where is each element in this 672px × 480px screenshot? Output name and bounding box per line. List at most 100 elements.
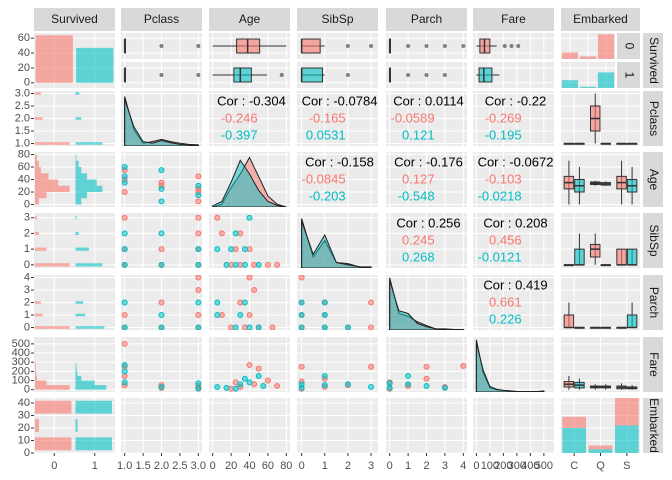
- x-tick-label: 300: [508, 460, 526, 472]
- outlier: [424, 73, 429, 77]
- y-tick-label: 80: [18, 148, 30, 160]
- group-correlation: 0.121: [402, 127, 435, 142]
- outlier: [345, 73, 350, 77]
- point: [214, 246, 221, 253]
- point: [195, 312, 202, 318]
- histogram-bar: [75, 179, 97, 186]
- y-tick-label: 40: [18, 173, 30, 185]
- histogram-bar: [75, 92, 80, 95]
- y-tick-label: 30: [18, 409, 30, 421]
- point: [121, 368, 128, 375]
- histogram-bar: [75, 247, 89, 251]
- column-strip: [561, 8, 640, 31]
- point: [158, 246, 165, 253]
- histogram-bar: [35, 142, 70, 145]
- correlation: Cor : -0.0672: [478, 154, 554, 169]
- point: [195, 287, 202, 293]
- panel: Cor : 0.208 0.456 -0.0121: [478, 215, 548, 264]
- point: [255, 261, 262, 268]
- y-tick-label: 0: [24, 447, 30, 459]
- facet-strip: [617, 33, 640, 59]
- panel-background: [473, 398, 554, 453]
- stacked-bar: [614, 398, 639, 426]
- outlier: [196, 73, 201, 77]
- point: [121, 299, 128, 306]
- stacked-bar: [562, 416, 587, 428]
- point: [246, 214, 253, 221]
- histogram-bar: [35, 375, 37, 381]
- point: [158, 324, 165, 330]
- point: [255, 324, 262, 330]
- row-strip: [643, 91, 663, 146]
- point: [195, 275, 202, 281]
- bar: [76, 47, 114, 83]
- x-tick-label: 0: [210, 460, 216, 472]
- y-tick-label: 20: [18, 62, 30, 74]
- row-header: Survived: [647, 37, 661, 84]
- outlier: [406, 44, 411, 48]
- correlation: Cor : 0.419: [483, 277, 547, 292]
- x-tick-label: 3: [442, 460, 448, 472]
- stacked-bar: [588, 449, 613, 453]
- group-correlation: -0.269: [485, 110, 522, 125]
- point: [237, 312, 244, 318]
- histogram-bar: [35, 160, 39, 167]
- histogram-bar: [35, 263, 70, 267]
- histogram-bar: [75, 366, 77, 372]
- point: [298, 381, 305, 388]
- panel-grid: [386, 398, 467, 453]
- x-tick-label: 0: [51, 460, 57, 472]
- panel-grid: [561, 275, 640, 330]
- x-tick-label: 500: [535, 460, 553, 472]
- outlier: [406, 73, 411, 77]
- panel-background: [297, 337, 378, 392]
- point: [255, 365, 262, 372]
- panel-grid: [386, 91, 467, 146]
- panel-grid: [386, 152, 467, 207]
- panel-grid: [473, 275, 554, 330]
- panel: Cor : -0.0784 -0.165 0.0531: [302, 93, 378, 142]
- facet-gap: [209, 59, 290, 62]
- panel: [561, 34, 615, 88]
- column-header: Parch: [411, 12, 442, 26]
- histogram-bar: [35, 231, 39, 235]
- x-tick-label: 20: [225, 460, 237, 472]
- panel-grid: [121, 152, 202, 207]
- point: [423, 363, 430, 370]
- point: [232, 261, 239, 268]
- panel: [388, 38, 466, 83]
- histogram-bar: [75, 371, 78, 376]
- panel: Cor : -0.176 0.127 -0.548: [394, 154, 463, 203]
- box: [563, 314, 575, 328]
- panel: [212, 38, 287, 83]
- bar: [75, 437, 112, 451]
- histogram-bar: [35, 117, 43, 120]
- point: [251, 287, 258, 293]
- point: [232, 324, 239, 330]
- panel: Cor : -0.0672 -0.103 -0.0218: [478, 154, 554, 203]
- panel: [476, 38, 521, 83]
- outlier: [442, 73, 447, 77]
- point: [241, 299, 248, 306]
- histogram-bar: [35, 366, 36, 372]
- point: [344, 381, 351, 388]
- point: [195, 261, 202, 268]
- point: [195, 198, 202, 205]
- y-tick-label: 0: [24, 198, 30, 210]
- panel: [35, 92, 103, 145]
- histogram-bar: [75, 301, 84, 304]
- correlation: Cor : -0.22: [485, 93, 546, 108]
- box: [626, 314, 638, 328]
- point: [121, 379, 128, 386]
- x-tick-label: 0: [387, 460, 393, 472]
- bar: [561, 52, 579, 59]
- panel: Cor : -0.158 -0.0845 -0.203: [302, 154, 374, 203]
- bar: [35, 437, 72, 451]
- panel-grid: [297, 398, 378, 453]
- panel-grid: [561, 152, 640, 207]
- point: [344, 324, 351, 330]
- histogram-bar: [75, 167, 82, 174]
- histogram-bar: [35, 362, 36, 367]
- x-tick-label: 2: [345, 460, 351, 472]
